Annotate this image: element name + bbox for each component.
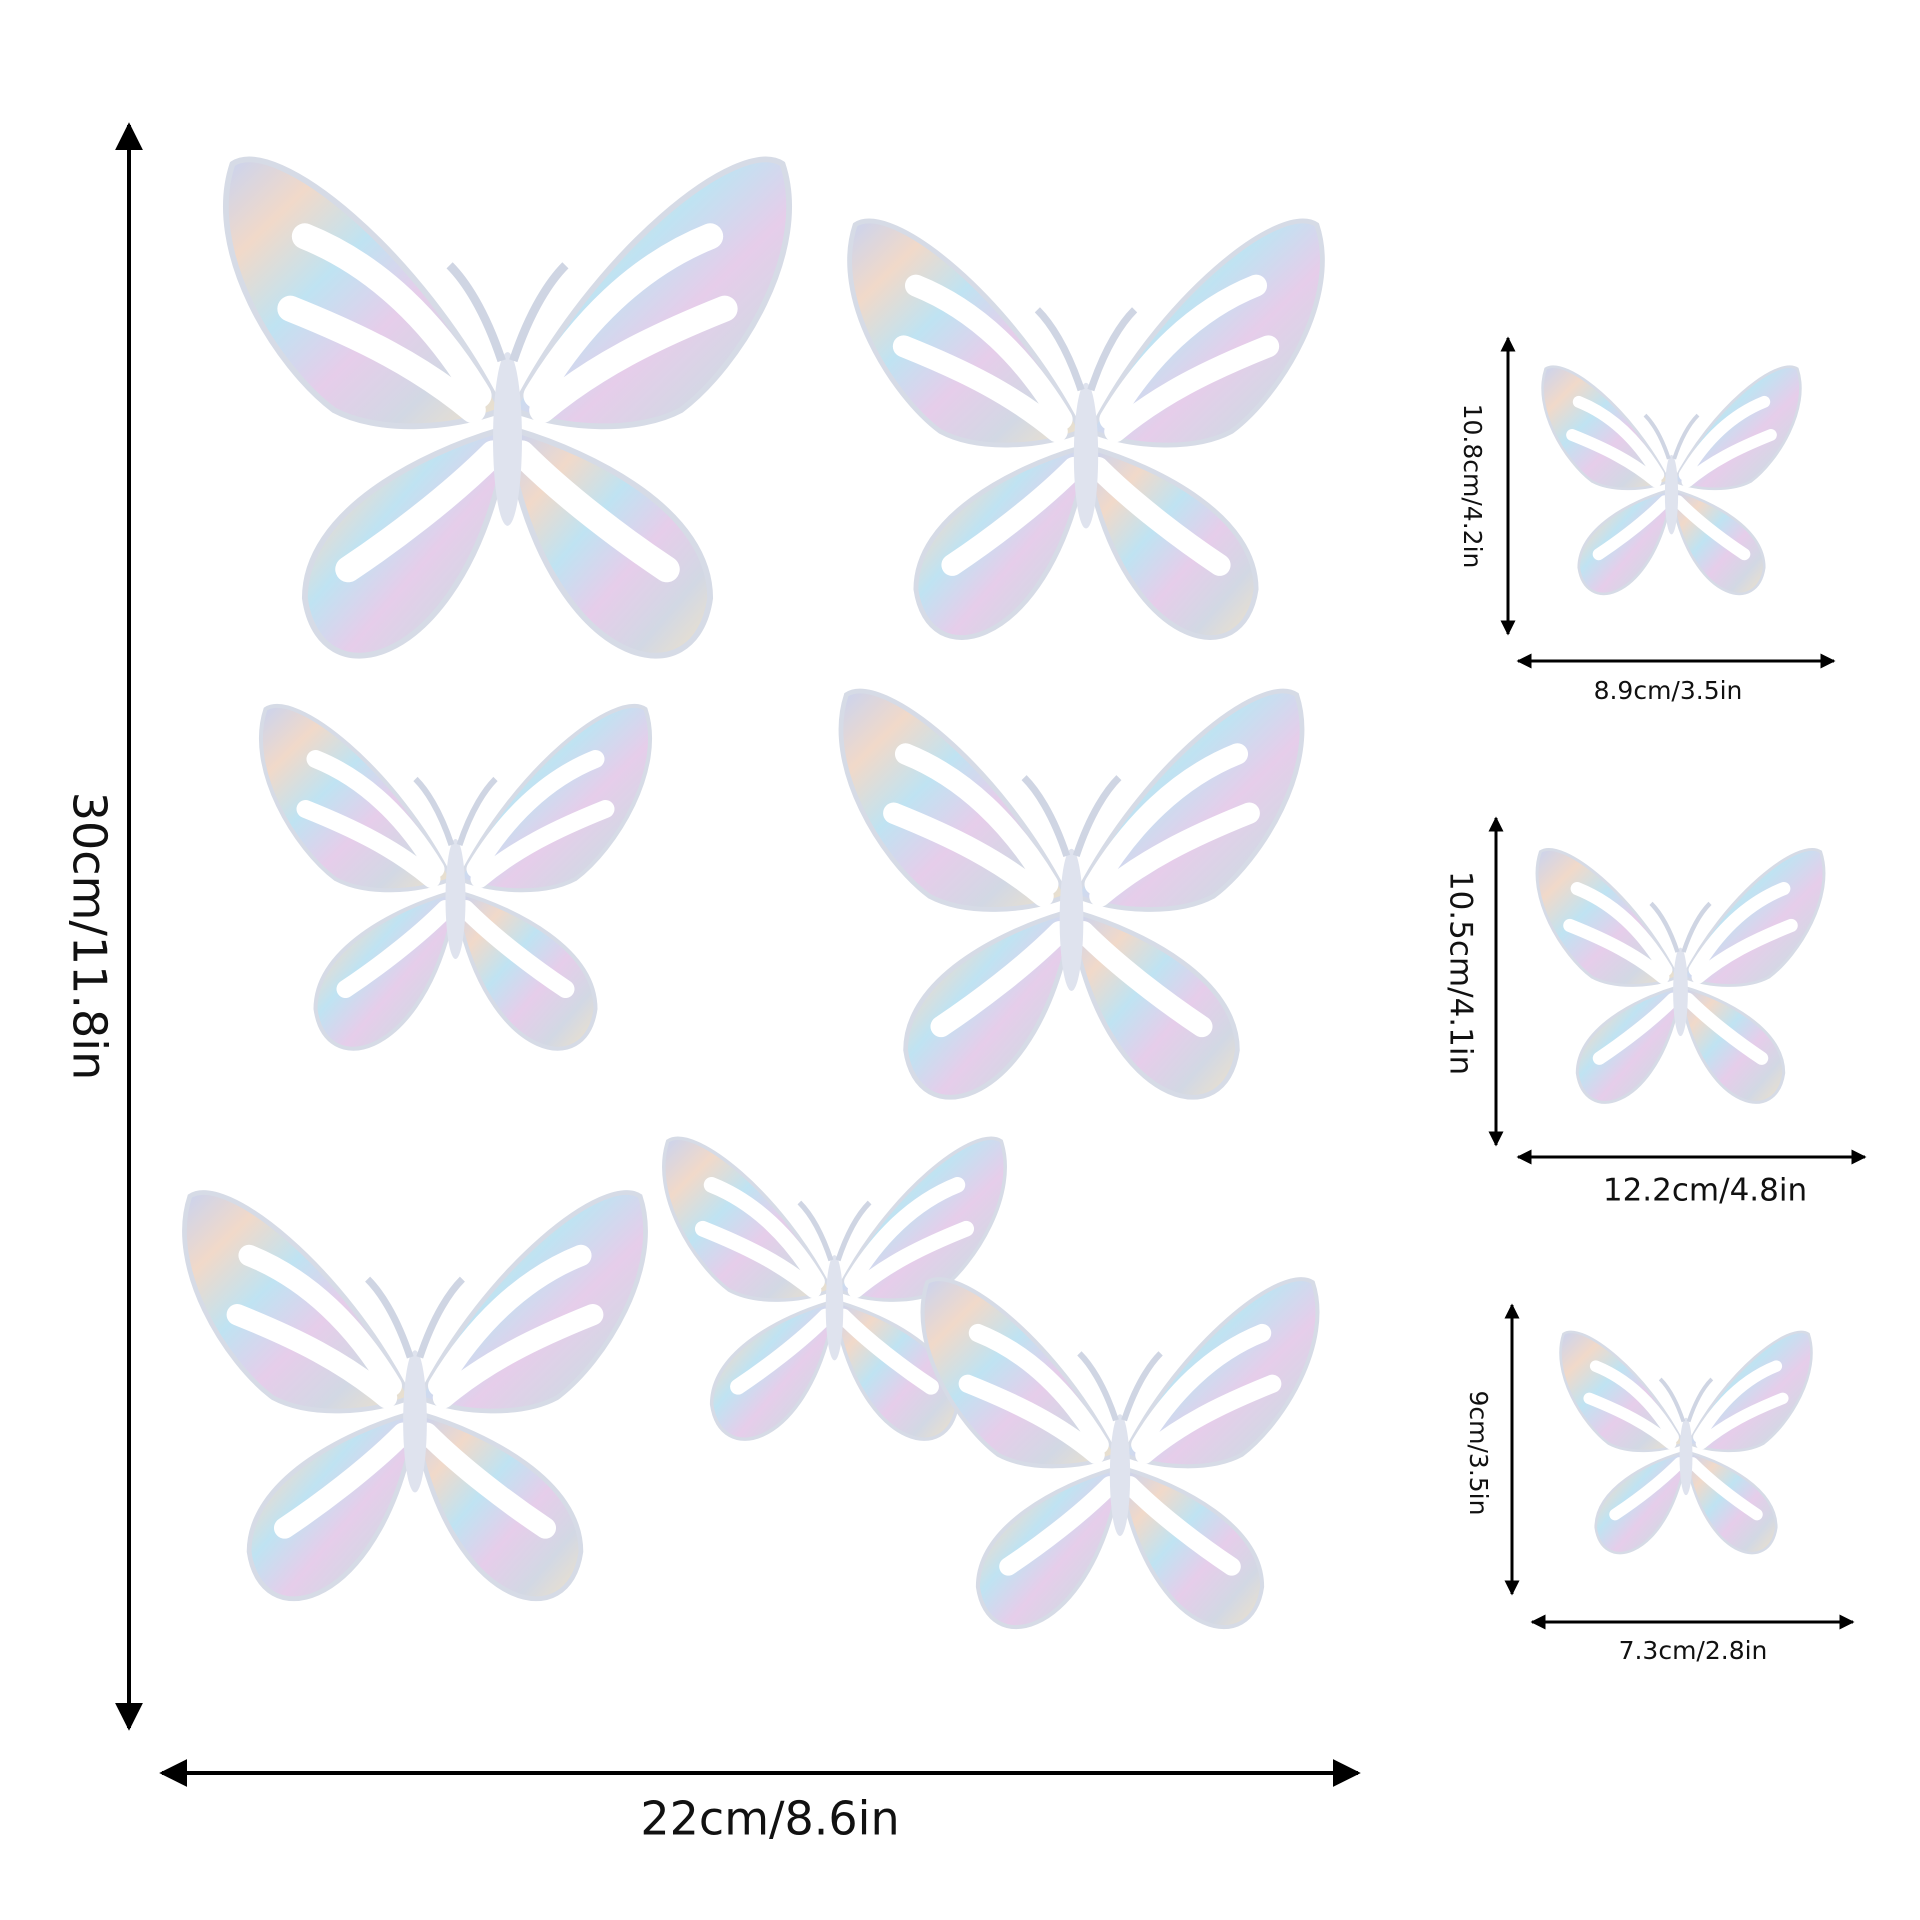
width-label: 7.3cm/2.8in [1619,1636,1768,1665]
main-dimensions: 30cm/11.8in 22cm/8.6in [63,122,1361,1846]
butterfly [850,221,1323,638]
sample-3-dimensions: 9cm/3.5in 7.3cm/2.8in [1464,1303,1855,1665]
butterfly [923,1279,1318,1627]
butterfly [184,1193,645,1599]
sample-1-dimensions: 10.8cm/4.2in 8.9cm/3.5in [1458,336,1836,705]
butterfly [1543,367,1801,594]
width-label: 8.9cm/3.5in [1594,676,1743,705]
width-label: 12.2cm/4.8in [1603,1173,1807,1209]
height-label: 9cm/3.5in [1464,1391,1493,1516]
height-label: 30cm/11.8in [63,792,117,1081]
butterflies [184,160,1824,1628]
height-label: 10.8cm/4.2in [1458,404,1487,569]
butterfly [1561,1332,1812,1553]
butterfly [1537,849,1824,1102]
width-label: 22cm/8.6in [640,1792,899,1846]
butterfly [261,706,650,1049]
sample-2-dimensions: 10.5cm/4.1in 12.2cm/4.8in [1443,816,1867,1209]
height-label: 10.5cm/4.1in [1443,871,1479,1075]
butterfly [841,691,1302,1097]
butterfly [226,160,789,656]
